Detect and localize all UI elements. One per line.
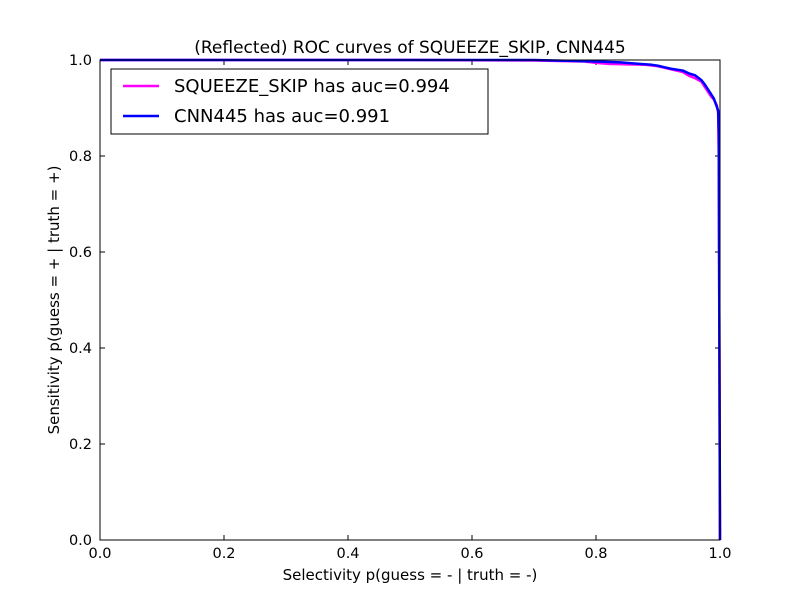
x-tick-label: 1.0: [708, 546, 731, 562]
y-tick-label: 0.2: [69, 437, 92, 453]
chart-title: (Reflected) ROC curves of SQUEEZE_SKIP, …: [194, 38, 626, 58]
series-lines: [100, 58, 722, 541]
x-tick-label: 0.4: [336, 546, 359, 562]
x-tick-label: 0.2: [212, 546, 235, 562]
x-tick-label: 0.6: [460, 546, 483, 562]
series-line-cnn445: [100, 58, 722, 541]
x-tick-label: 0.0: [88, 546, 111, 562]
y-tick-label: 0.6: [69, 245, 92, 261]
y-tick-label: 1.0: [69, 53, 92, 69]
plot-frame-overlay: [99, 59, 721, 541]
legend: SQUEEZE_SKIP has auc=0.994 CNN445 has au…: [110, 68, 489, 135]
y-axis-label: Sensitivity p(guess = + | truth = +): [45, 166, 63, 435]
legend-label-cnn445: CNN445 has auc=0.991: [174, 106, 390, 127]
y-tick-label: 0.4: [69, 341, 92, 357]
legend-box: [110, 68, 489, 135]
legend-label-squeeze-skip: SQUEEZE_SKIP has auc=0.994: [174, 76, 450, 97]
x-tick-label: 0.8: [584, 546, 607, 562]
y-tick-label: 0.0: [69, 533, 92, 549]
y-tick-label: 0.8: [69, 149, 92, 165]
x-axis-label: Selectivity p(guess = - | truth = -): [283, 566, 538, 584]
axis-ticks: 0.0 0.2 0.4 0.6 0.8 1.0 0.0 0.2 0.4 0.6 0.8 1.0: [69, 53, 732, 562]
